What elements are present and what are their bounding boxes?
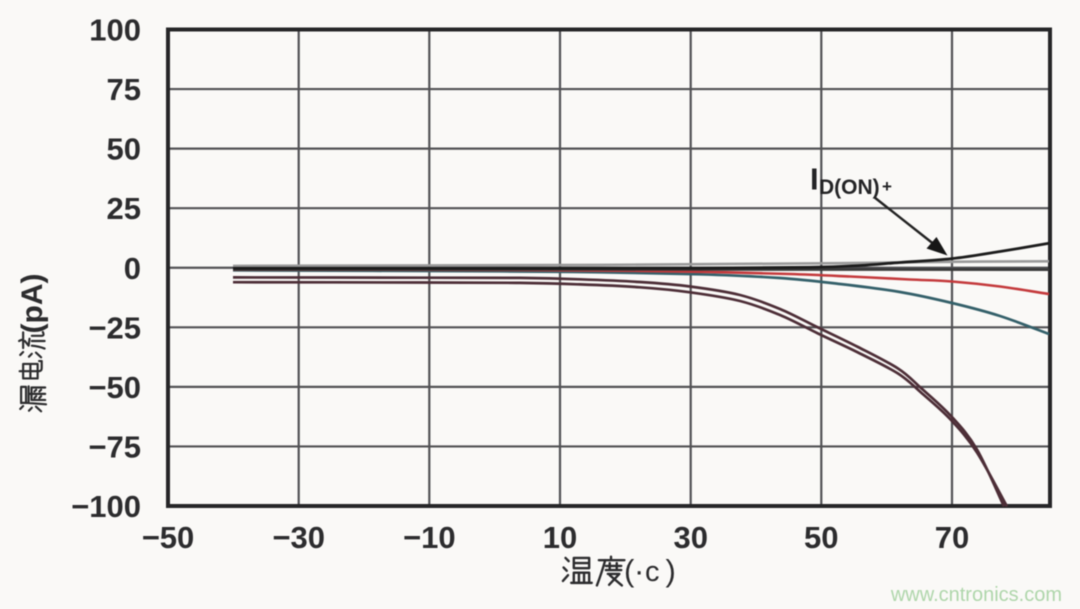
- svg-text:+: +: [882, 177, 892, 196]
- svg-text:−100: −100: [71, 489, 141, 524]
- svg-text:−30: −30: [272, 520, 325, 555]
- svg-text:(pA): (pA): [16, 274, 49, 334]
- svg-text:70: 70: [935, 520, 969, 555]
- svg-text:−75: −75: [88, 429, 141, 464]
- svg-text:−10: −10: [403, 520, 456, 555]
- svg-text:): ): [666, 553, 676, 588]
- svg-text:10: 10: [543, 520, 577, 555]
- svg-text:0: 0: [124, 251, 141, 286]
- svg-text:(: (: [624, 553, 635, 588]
- svg-text:−50: −50: [142, 520, 195, 555]
- svg-text:−50: −50: [88, 370, 141, 405]
- svg-text:100: 100: [89, 13, 141, 48]
- svg-text:·: ·: [634, 553, 644, 588]
- svg-text:c: c: [645, 556, 660, 588]
- svg-text:I: I: [810, 162, 819, 197]
- svg-text:25: 25: [107, 191, 141, 226]
- svg-text:50: 50: [107, 132, 141, 167]
- svg-text:75: 75: [107, 72, 141, 107]
- svg-text:50: 50: [804, 520, 838, 555]
- svg-text:www.cntronics.com: www.cntronics.com: [890, 584, 1062, 606]
- svg-text:D(ON): D(ON): [819, 176, 880, 199]
- svg-text:−25: −25: [88, 310, 141, 345]
- svg-text:30: 30: [673, 520, 707, 555]
